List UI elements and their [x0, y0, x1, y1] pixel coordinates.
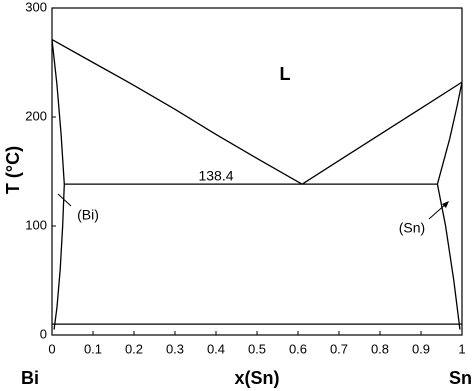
sn-arrowhead — [442, 201, 449, 208]
phase-boundary — [436, 81, 463, 185]
phase-boundary — [436, 184, 461, 330]
x-tick-label: 0.1 — [84, 341, 102, 356]
annotation: (Bi) — [77, 207, 99, 223]
plot-frame — [51, 7, 463, 336]
end-label: Bi — [21, 368, 39, 388]
x-tick-label: 0.4 — [207, 341, 225, 356]
x-tick-label: 0.9 — [412, 341, 430, 356]
x-tick-label: 1 — [458, 341, 465, 356]
annotation: 138.4 — [198, 168, 233, 184]
y-tick-label: 100 — [25, 217, 47, 232]
x-tick-label: 0.7 — [330, 341, 348, 356]
x-tick-label: 0.8 — [371, 341, 389, 356]
annotation: L — [280, 64, 291, 84]
x-axis-label: x(Sn) — [235, 368, 280, 388]
y-axis-label: T (°C) — [3, 146, 23, 194]
x-tick-label: 0.3 — [166, 341, 184, 356]
annotation: (Sn) — [399, 220, 425, 236]
y-tick-label: 200 — [25, 108, 47, 123]
bi-pointer — [57, 193, 72, 207]
end-label: Sn — [449, 368, 472, 388]
x-tick-label: 0.5 — [248, 341, 266, 356]
y-tick-label: 300 — [25, 0, 47, 14]
phase-boundary — [53, 184, 65, 330]
x-tick-label: 0.2 — [125, 341, 143, 356]
y-tick-label: 0 — [40, 326, 47, 341]
phase-boundary — [51, 39, 65, 185]
phase-boundary — [51, 39, 303, 185]
phase-boundary — [301, 81, 463, 185]
x-tick-label: 0 — [48, 341, 55, 356]
x-tick-label: 0.6 — [289, 341, 307, 356]
